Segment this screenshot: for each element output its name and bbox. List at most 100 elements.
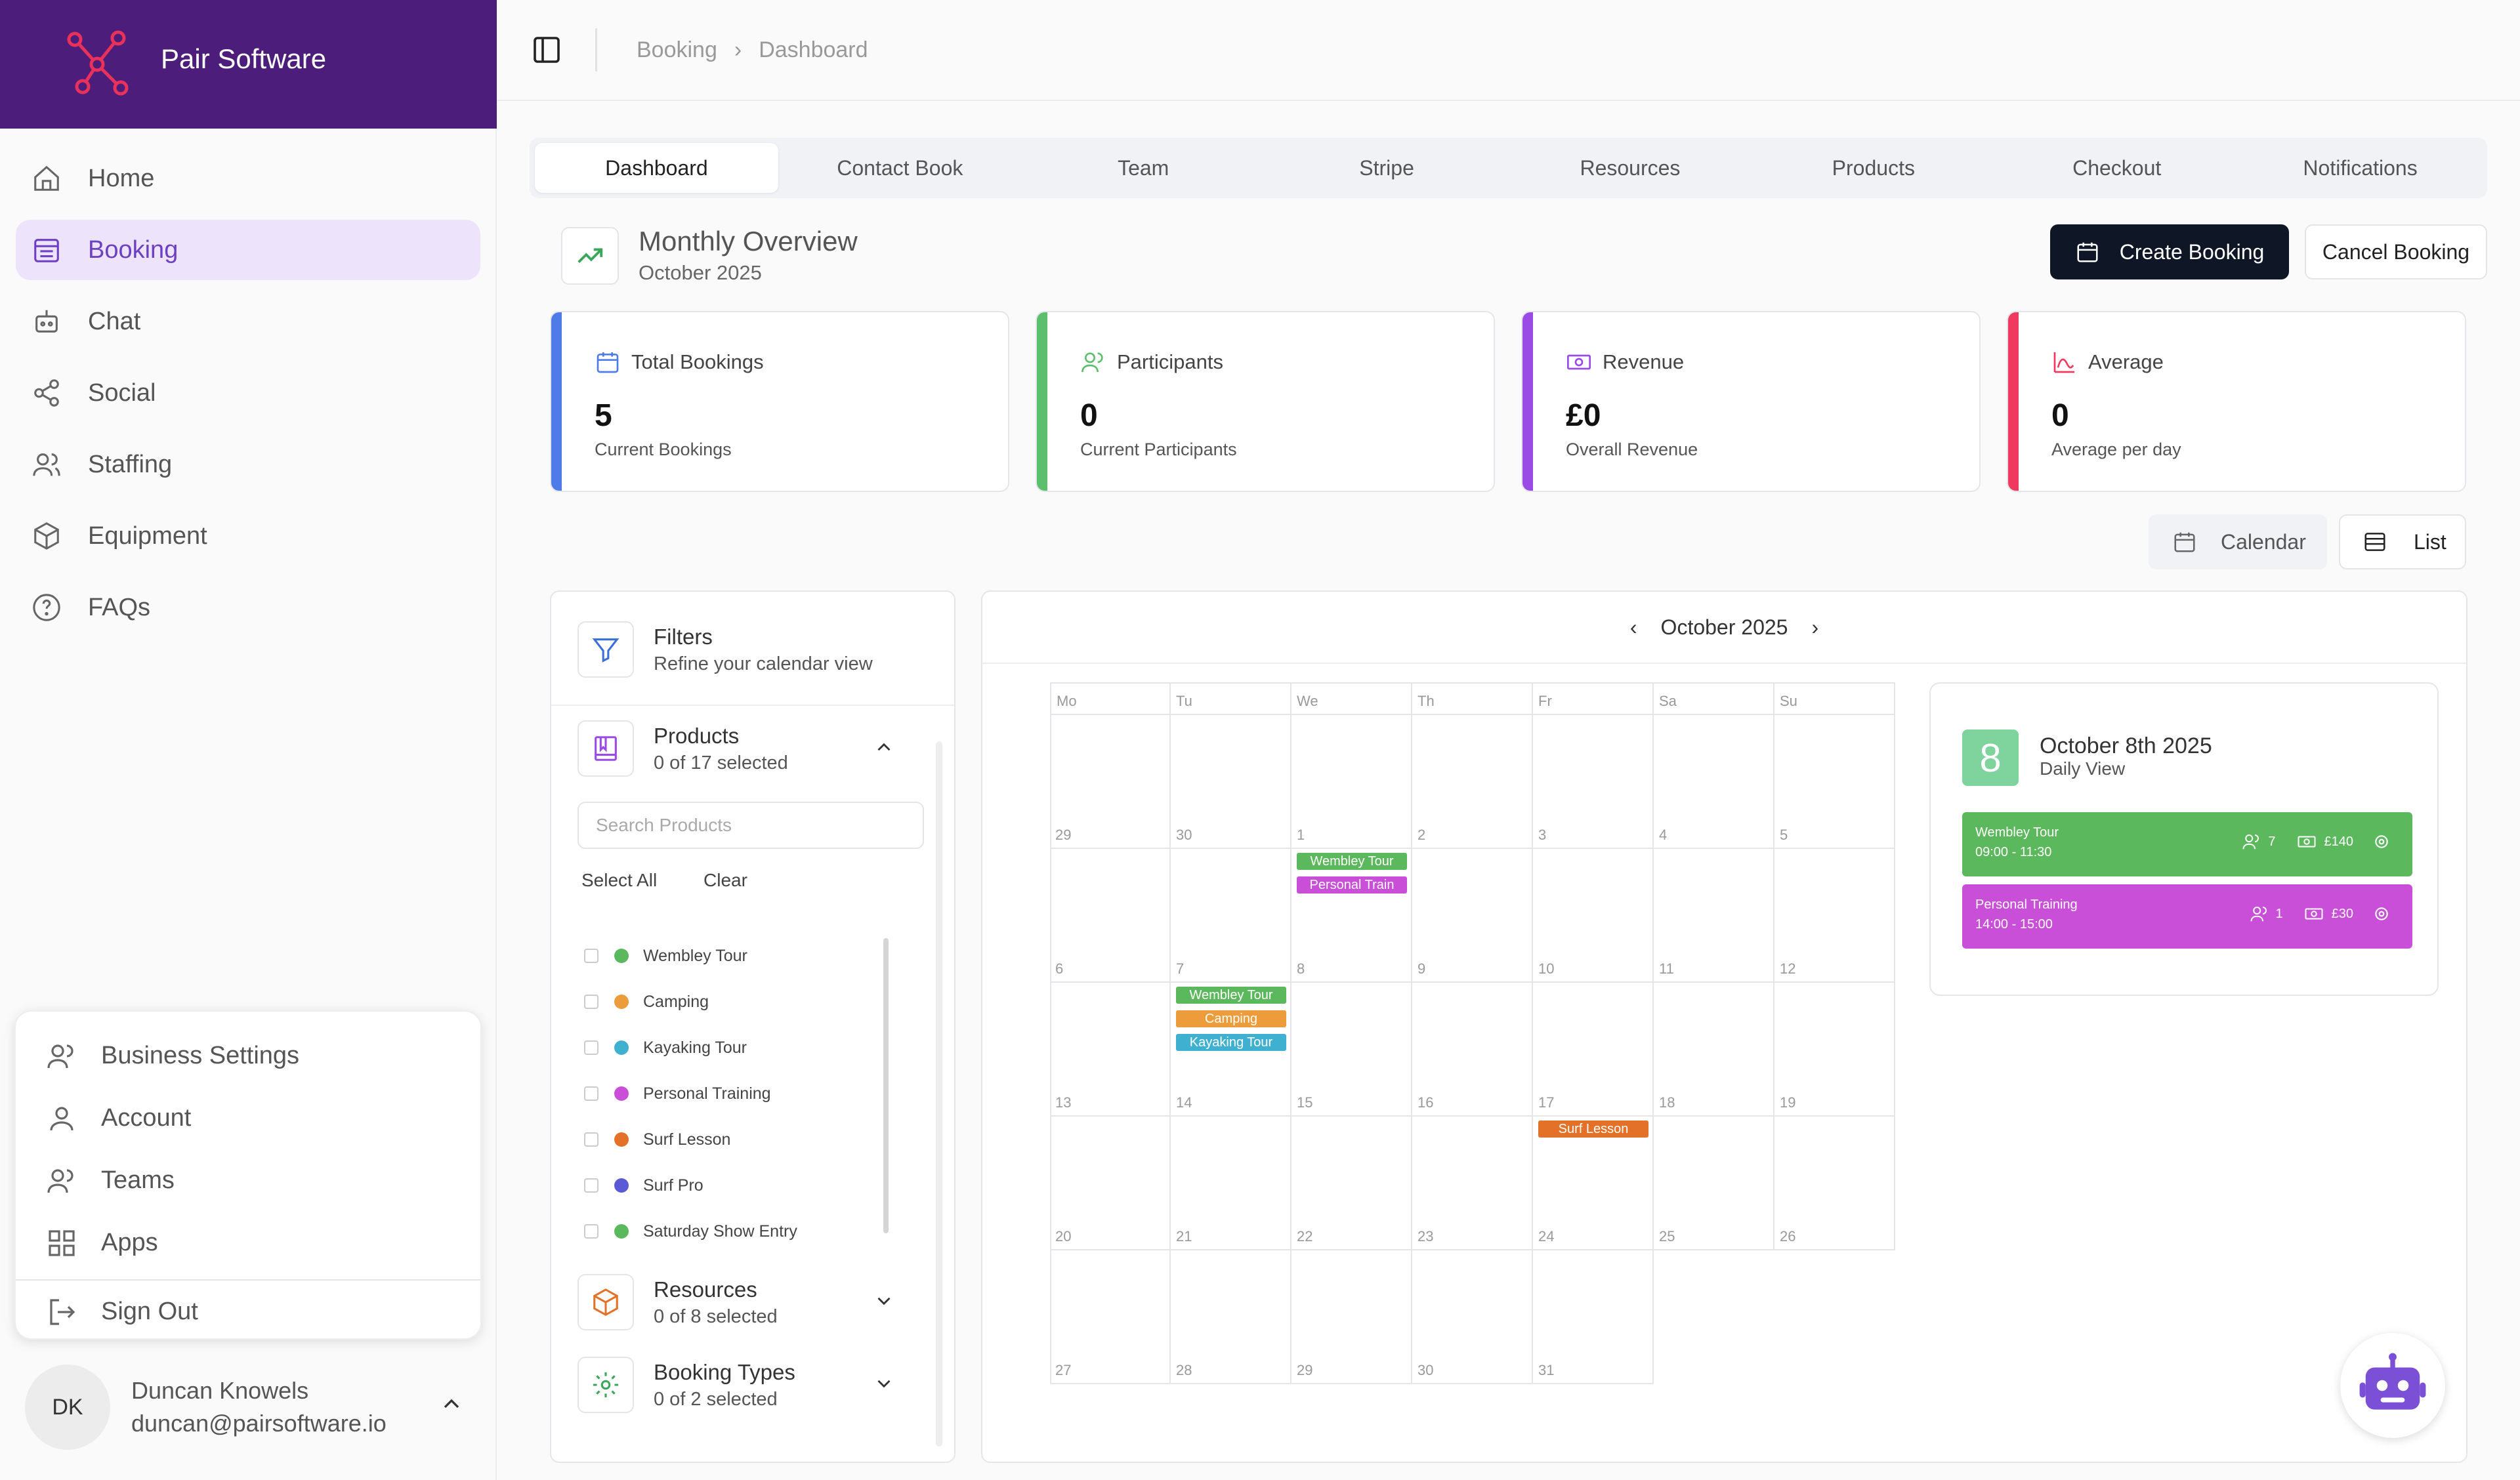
calendar-day-cell[interactable] [1050,715,1171,849]
menu-item-teams[interactable]: Teams [16,1149,480,1212]
calendar-day-cell[interactable] [1050,1250,1171,1384]
calendar-day-cell[interactable] [1171,715,1292,849]
sign-out-button[interactable]: Sign Out [16,1281,480,1343]
list-item[interactable]: Saturday Show Entry [584,1208,797,1254]
calendar-event[interactable]: Personal Train [1297,876,1407,894]
user-profile[interactable]: DK Duncan Knowels duncan@pairsoftware.io [25,1365,478,1450]
list-view-button[interactable]: List [2339,514,2466,569]
chevron-down-icon[interactable] [873,1290,895,1312]
booking-types-section-header[interactable]: Booking Types 0 of 2 selected [578,1357,891,1413]
list-item[interactable]: Camping [584,979,797,1025]
calendar-day-cell[interactable] [1292,715,1412,849]
calendar-day-cell[interactable] [1654,715,1774,849]
cancel-booking-button[interactable]: Cancel Booking [2305,224,2487,279]
daily-event[interactable]: Personal Training 14:00 - 15:00 1 £30 [1962,884,2412,949]
nav-item-equipment[interactable]: Equipment [16,506,480,566]
calendar-day-cell[interactable] [1533,1250,1654,1384]
list-item[interactable]: Kayaking Tour [584,1025,797,1071]
nav-item-booking[interactable]: Booking [16,220,480,280]
checkbox[interactable] [584,1224,598,1239]
calendar-day-cell[interactable] [1654,983,1774,1117]
calendar-day-cell[interactable] [1050,849,1171,983]
tab-team[interactable]: Team [1118,155,1169,180]
calendar-day-cell[interactable] [1533,1117,1654,1250]
calendar-day-cell[interactable] [1654,849,1774,983]
clear-button[interactable]: Clear [704,870,747,890]
create-booking-button[interactable]: Create Booking [2050,224,2289,279]
list-item[interactable]: Surf Lesson [584,1117,797,1162]
menu-item-apps[interactable]: Apps [16,1212,480,1274]
products-section-header[interactable]: Products 0 of 17 selected [578,720,891,777]
breadcrumb-item[interactable]: Booking [637,37,717,62]
chevron-left-icon[interactable]: ‹ [1629,615,1637,639]
calendar-day-cell[interactable] [1412,715,1533,849]
calendar-day-cell[interactable] [1050,983,1171,1117]
calendar-day-cell[interactable] [1171,1117,1292,1250]
calendar-event[interactable]: Kayaking Tour [1176,1034,1286,1051]
calendar-day-cell[interactable] [1533,849,1654,983]
calendar-day-cell[interactable] [1774,983,1895,1117]
search-products-input[interactable]: Search Products [578,802,924,849]
calendar-day-cell[interactable] [1774,1117,1895,1250]
scrollbar[interactable] [936,741,942,1447]
gear-icon[interactable] [2373,833,2390,850]
calendar-day-cell[interactable] [1171,1250,1292,1384]
checkbox[interactable] [584,1086,598,1101]
tab-notifications[interactable]: Notifications [2303,155,2418,180]
nav-item-faqs[interactable]: FAQs [16,577,480,638]
menu-item-business-settings[interactable]: Business Settings [16,1025,480,1087]
chevron-down-icon[interactable] [873,1372,895,1395]
calendar-day-cell[interactable] [1292,849,1412,983]
calendar-day-cell[interactable] [1171,849,1292,983]
calendar-event[interactable]: Wembley Tour [1297,853,1407,870]
calendar-view-button[interactable]: Calendar [2149,514,2327,569]
list-item[interactable]: Personal Training [584,1071,797,1117]
product-list-scrollbar[interactable] [883,938,889,1233]
tab-contact-book[interactable]: Contact Book [837,155,963,180]
checkbox[interactable] [584,1178,598,1193]
nav-item-social[interactable]: Social [16,363,480,423]
brand-header[interactable]: Pair Software [0,0,497,129]
tab-products[interactable]: Products [1832,155,1915,180]
list-item[interactable]: Surf Pro [584,1162,797,1208]
tab-stripe[interactable]: Stripe [1359,155,1414,180]
checkbox[interactable] [584,1040,598,1055]
nav-item-staffing[interactable]: Staffing [16,434,480,495]
calendar-event[interactable]: Wembley Tour [1176,987,1286,1004]
calendar-day-cell[interactable] [1533,983,1654,1117]
calendar-day-cell[interactable] [1412,983,1533,1117]
gear-icon[interactable] [2373,905,2390,922]
calendar-day-cell[interactable] [1774,849,1895,983]
calendar-day-cell[interactable] [1412,1117,1533,1250]
calendar-event[interactable]: Camping [1176,1010,1286,1027]
checkbox[interactable] [584,995,598,1009]
sidebar-toggle-icon[interactable] [531,34,562,66]
chevron-up-icon[interactable] [873,736,895,758]
tab-resources[interactable]: Resources [1580,155,1681,180]
calendar-day-cell[interactable] [1654,1117,1774,1250]
daily-event[interactable]: Wembley Tour 09:00 - 11:30 7 £140 [1962,812,2412,876]
calendar-day-cell[interactable] [1292,1250,1412,1384]
calendar-day-cell[interactable] [1774,715,1895,849]
menu-item-account[interactable]: Account [16,1087,480,1149]
nav-item-home[interactable]: Home [16,148,480,209]
resources-section-header[interactable]: Resources 0 of 8 selected [578,1274,891,1330]
chatbot-button[interactable] [2340,1333,2445,1438]
calendar-day-cell[interactable] [1412,1250,1533,1384]
calendar-event[interactable]: Surf Lesson [1538,1120,1648,1138]
chevron-right-icon[interactable]: › [1811,615,1819,639]
checkbox[interactable] [584,949,598,963]
calendar-day-cell[interactable] [1171,983,1292,1117]
nav-item-chat[interactable]: Chat [16,291,480,352]
calendar-day-cell[interactable] [1292,1117,1412,1250]
tab-dashboard[interactable]: Dashboard [535,143,778,193]
tab-checkout[interactable]: Checkout [2072,155,2162,180]
calendar-day-cell[interactable] [1050,1117,1171,1250]
checkbox[interactable] [584,1132,598,1147]
select-all-button[interactable]: Select All [581,870,658,890]
chevron-up-icon[interactable] [438,1391,465,1417]
calendar-day-cell[interactable] [1533,715,1654,849]
list-item[interactable]: Wembley Tour [584,933,797,979]
calendar-day-cell[interactable] [1292,983,1412,1117]
calendar-day-cell[interactable] [1412,849,1533,983]
